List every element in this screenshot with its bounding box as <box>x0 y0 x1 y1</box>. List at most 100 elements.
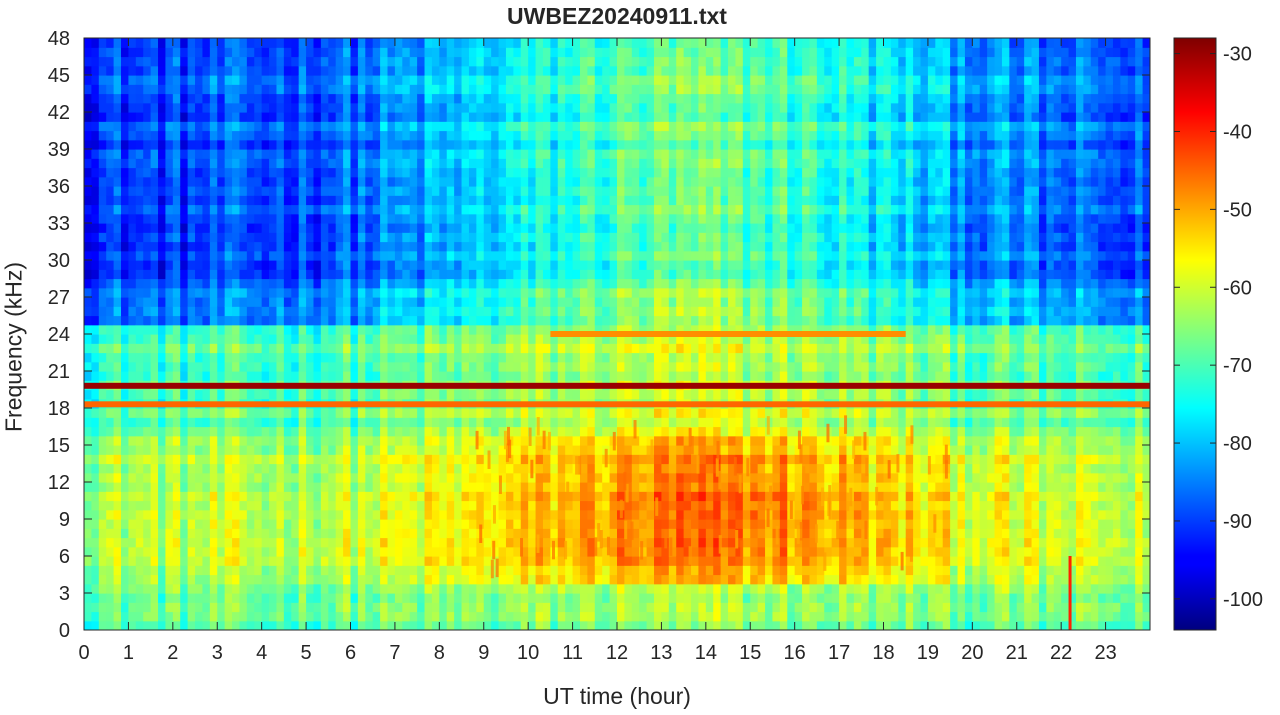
heat-cell <box>587 620 596 630</box>
heat-cell <box>639 93 648 104</box>
heat-cell <box>528 426 537 437</box>
heat-cell <box>158 102 167 113</box>
heat-cell <box>320 130 329 141</box>
heat-cell <box>187 139 196 150</box>
heat-cell <box>572 278 581 289</box>
heat-cell <box>394 139 403 150</box>
heat-cell <box>505 361 514 372</box>
heat-cell <box>491 371 500 381</box>
heat-cell <box>557 149 566 159</box>
heat-cell <box>528 435 537 446</box>
heat-cell <box>409 343 418 354</box>
heat-cell <box>276 343 285 354</box>
heat-cell <box>394 472 403 483</box>
heat-cell <box>535 565 544 576</box>
heat-cell <box>402 38 411 48</box>
heat-cell <box>187 343 196 354</box>
heat-cell <box>587 56 596 67</box>
heat-cell <box>446 352 455 363</box>
heat-cell <box>431 602 440 613</box>
heat-cell <box>224 102 233 113</box>
heat-cell <box>587 204 596 215</box>
heat-cell <box>232 186 241 196</box>
heat-cell <box>350 186 359 196</box>
heat-cell <box>254 361 263 372</box>
heat-cell <box>572 65 581 76</box>
heat-cell <box>417 565 426 576</box>
heat-cell <box>350 139 359 150</box>
heat-cell <box>646 186 655 196</box>
heat-cell <box>172 297 181 307</box>
heat-cell <box>587 546 596 557</box>
heat-cell <box>380 75 389 85</box>
heat-cell <box>461 509 470 520</box>
heat-cell <box>454 445 463 455</box>
heat-cell <box>454 297 463 307</box>
heat-cell <box>520 241 529 252</box>
heat-cell <box>365 102 374 113</box>
heat-cell <box>298 75 307 85</box>
heat-cell <box>461 408 470 418</box>
heat-cell <box>372 324 381 335</box>
heat-cell <box>476 47 485 58</box>
heat-cell <box>306 445 315 455</box>
heat-cell <box>639 223 648 233</box>
heat-cell <box>461 306 470 317</box>
heat-cell <box>609 297 618 307</box>
heat-cell <box>143 334 152 344</box>
heat-cell <box>172 130 181 141</box>
heat-cell <box>624 435 633 446</box>
heat-cell <box>113 445 122 455</box>
heat-cell <box>380 445 389 455</box>
heat-cell <box>387 463 396 474</box>
heat-cell <box>654 56 663 67</box>
heat-cell <box>180 269 189 280</box>
heat-cell <box>357 602 366 613</box>
heat-cell <box>276 102 285 113</box>
heat-cell <box>135 528 144 539</box>
heat-cell <box>202 509 211 520</box>
heat-cell <box>528 204 537 215</box>
heat-cell <box>224 167 233 178</box>
heat-cell <box>343 315 352 326</box>
heat-cell <box>143 112 152 122</box>
heat-cell <box>350 176 359 187</box>
heat-cell <box>150 56 159 67</box>
heat-cell <box>483 537 492 548</box>
heat-cell <box>357 176 366 187</box>
heat-cell <box>631 593 640 603</box>
heat-cell <box>468 158 477 169</box>
heat-cell <box>91 472 100 483</box>
heat-cell <box>483 528 492 539</box>
heat-cell <box>528 315 537 326</box>
heat-cell <box>158 593 167 603</box>
heat-cell <box>417 38 426 48</box>
heat-cell <box>283 361 292 372</box>
heat-cell <box>269 361 278 372</box>
heat-cell <box>520 213 529 224</box>
heat-cell <box>283 112 292 122</box>
heat-cell <box>602 158 611 169</box>
heat-cell <box>387 306 396 317</box>
heat-cell <box>372 352 381 363</box>
heat-cell <box>246 56 255 67</box>
heat-cell <box>98 65 107 76</box>
heat-cell <box>431 389 440 400</box>
heat-cell <box>217 593 226 603</box>
heat-cell <box>639 445 648 455</box>
heat-cell <box>261 130 270 141</box>
heat-cell <box>135 223 144 233</box>
heat-cell <box>579 195 588 206</box>
heat-cell <box>468 167 477 178</box>
heat-cell <box>350 112 359 122</box>
heat-cell <box>424 361 433 372</box>
heat-cell <box>343 445 352 455</box>
heat-cell <box>372 334 381 344</box>
heat-cell <box>498 130 507 141</box>
heat-cell <box>602 334 611 344</box>
heat-cell <box>291 287 300 298</box>
heat-cell <box>520 491 529 502</box>
heat-cell <box>461 500 470 511</box>
heat-cell <box>158 278 167 289</box>
heat-cell <box>202 250 211 261</box>
